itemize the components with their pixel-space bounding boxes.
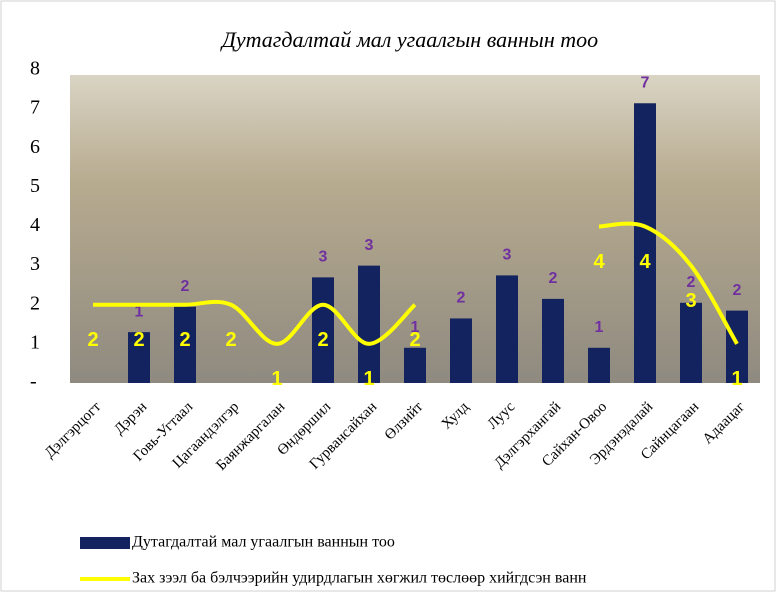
y-tick-label: 6: [30, 136, 40, 158]
line-value-label: 2: [317, 329, 328, 351]
bar: [496, 275, 518, 383]
y-tick-label: -: [30, 371, 37, 393]
y-tick-label: 5: [30, 175, 40, 197]
bar-value-label: 7: [641, 74, 650, 91]
bar: [634, 103, 656, 383]
chart-title: Дутагдалтай мал угаалгын ваннын тоо: [220, 27, 598, 52]
line-value-label: 4: [639, 251, 651, 273]
y-tick-label: 2: [30, 292, 40, 314]
bar: [680, 303, 702, 383]
chart: Дутагдалтай мал угаалгын ваннын тоо -123…: [0, 0, 776, 592]
bar-value-label: 3: [365, 237, 374, 254]
y-tick-label: 7: [30, 97, 40, 119]
line-value-label: 2: [179, 329, 190, 351]
bar-value-label: 2: [181, 278, 190, 295]
line-value-label: 4: [593, 251, 605, 273]
bar: [358, 266, 380, 383]
bar: [404, 348, 426, 383]
line-value-label: 2: [225, 329, 236, 351]
bar: [450, 318, 472, 383]
y-tick-label: 3: [30, 253, 40, 275]
line-value-label: 2: [87, 329, 98, 351]
legend-label: Зах зээл ба бэлчээрийн удирдлагын хөгжил…: [132, 570, 587, 587]
line-value-label: 2: [409, 329, 420, 351]
bar-value-label: 2: [549, 270, 558, 287]
y-tick-label: 1: [30, 331, 40, 353]
y-tick-label: 4: [30, 214, 40, 236]
legend-label: Дутагдалтай мал угаалгын ваннын тоо: [132, 534, 395, 551]
bar-value-label: 2: [457, 290, 466, 307]
bar-value-label: 2: [733, 282, 742, 299]
bar-value-label: 1: [595, 319, 604, 336]
y-tick-label: 8: [30, 58, 40, 80]
legend-swatch: [80, 537, 130, 549]
line-value-label: 1: [271, 368, 282, 390]
bar-value-label: 3: [503, 247, 512, 264]
bar: [588, 348, 610, 383]
line-value-label: 3: [685, 290, 696, 312]
line-value-label: 2: [133, 329, 144, 351]
line-value-label: 1: [731, 368, 742, 390]
bar-value-label: 2: [687, 274, 696, 291]
line-value-label: 1: [363, 368, 374, 390]
bar-value-label: 3: [319, 249, 328, 266]
bar: [542, 299, 564, 383]
